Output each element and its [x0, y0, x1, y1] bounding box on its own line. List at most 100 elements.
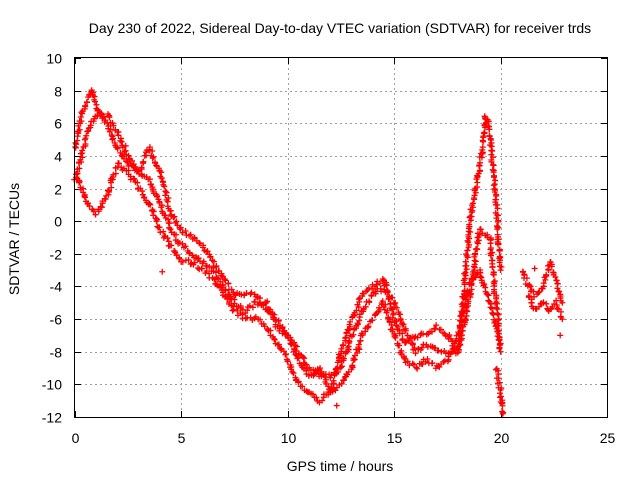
- data-point: [294, 355, 301, 362]
- data-point: [98, 204, 105, 211]
- data-point: [384, 307, 391, 314]
- data-point: [465, 241, 472, 248]
- data-point: [118, 164, 125, 171]
- data-point: [477, 226, 484, 233]
- data-point: [489, 264, 496, 271]
- data-point: [81, 136, 88, 143]
- x-tick-label: 15: [387, 430, 403, 446]
- data-point: [366, 298, 373, 305]
- data-point: [428, 328, 435, 335]
- data-point: [153, 162, 160, 169]
- data-point: [462, 258, 469, 265]
- data-point: [553, 277, 560, 284]
- data-point: [218, 272, 225, 279]
- data-point: [106, 114, 113, 121]
- data-point: [309, 391, 316, 398]
- data-point: [327, 374, 334, 381]
- data-point: [485, 292, 492, 299]
- data-point: [293, 347, 300, 354]
- data-point: [466, 221, 473, 228]
- data-point: [173, 231, 180, 238]
- data-point: [490, 271, 497, 278]
- data-point: [397, 316, 404, 323]
- data-point: [462, 269, 469, 276]
- data-point: [462, 315, 469, 322]
- data-point: [185, 256, 192, 263]
- data-point: [402, 327, 409, 334]
- y-tick-label: -2: [50, 247, 63, 263]
- data-point: [271, 336, 278, 343]
- x-tick-label: 25: [600, 430, 616, 446]
- data-point: [530, 288, 537, 295]
- data-point: [310, 366, 317, 373]
- data-point: [165, 195, 172, 202]
- x-tick-label: 20: [494, 430, 510, 446]
- data-point: [129, 157, 136, 164]
- data-point: [284, 358, 291, 365]
- data-point: [486, 126, 493, 133]
- data-point: [76, 126, 83, 133]
- data-point: [258, 301, 265, 308]
- data-point: [338, 380, 345, 387]
- data-point: [303, 361, 310, 368]
- data-point: [134, 179, 141, 186]
- data-points: [71, 87, 566, 417]
- data-point: [391, 301, 398, 308]
- data-point: [477, 273, 484, 280]
- data-point: [162, 192, 169, 199]
- data-point: [326, 387, 333, 394]
- data-point: [377, 285, 384, 292]
- data-point: [196, 240, 203, 247]
- y-tick-label: 0: [54, 214, 62, 230]
- data-point: [355, 296, 362, 303]
- data-point: [335, 368, 342, 375]
- data-point: [244, 307, 251, 314]
- data-point: [285, 335, 292, 342]
- data-point: [490, 182, 497, 189]
- data-point: [478, 154, 485, 161]
- data-point: [76, 179, 83, 186]
- data-point: [354, 349, 361, 356]
- data-point: [498, 393, 505, 400]
- data-point: [79, 147, 86, 154]
- data-point: [163, 189, 170, 196]
- data-point: [271, 335, 278, 342]
- data-point: [251, 298, 258, 305]
- data-point: [494, 218, 501, 225]
- data-point: [123, 158, 130, 165]
- data-point: [496, 379, 503, 386]
- y-tick-label: 4: [54, 149, 62, 165]
- data-point: [340, 355, 347, 362]
- data-point: [520, 268, 527, 275]
- data-point: [523, 275, 530, 282]
- data-point: [222, 287, 229, 294]
- data-point: [557, 332, 564, 339]
- data-point: [138, 164, 145, 171]
- data-point: [476, 159, 483, 166]
- data-point: [379, 298, 386, 305]
- data-point: [340, 341, 347, 348]
- data-point: [319, 397, 326, 404]
- data-point: [559, 316, 566, 323]
- data-point: [164, 235, 171, 242]
- y-tick-label: -12: [42, 410, 62, 426]
- data-point: [317, 365, 324, 372]
- data-point: [289, 368, 296, 375]
- data-point: [313, 394, 320, 401]
- data-point: [499, 402, 506, 409]
- data-point: [494, 205, 501, 212]
- data-point: [299, 353, 306, 360]
- data-point: [176, 255, 183, 262]
- data-point: [372, 290, 379, 297]
- data-point: [548, 263, 555, 270]
- data-point: [347, 318, 354, 325]
- data-point: [165, 216, 172, 223]
- data-point: [200, 242, 207, 249]
- data-point: [465, 298, 472, 305]
- data-point: [414, 365, 421, 372]
- data-point: [86, 203, 93, 210]
- data-point: [299, 383, 306, 390]
- data-point: [140, 158, 147, 165]
- data-point: [330, 377, 337, 384]
- data-point: [212, 269, 219, 276]
